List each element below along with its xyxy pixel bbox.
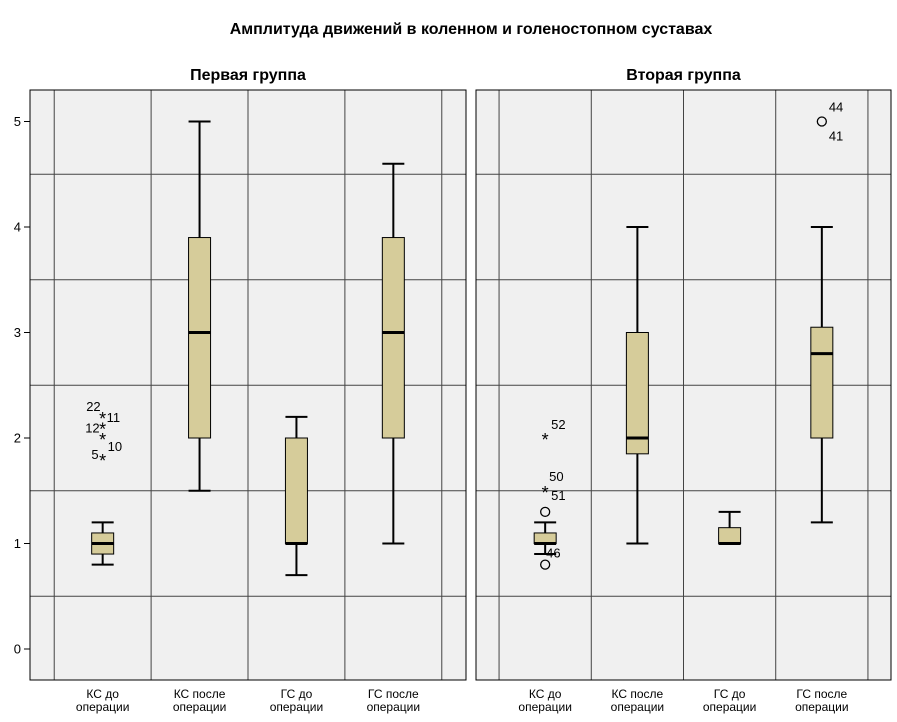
y-tick-label: 5 (14, 114, 21, 129)
outlier-label: 52 (551, 417, 565, 432)
outlier-extreme-marker: * (99, 430, 106, 450)
box-iqr (284, 437, 308, 544)
panel-title: Первая группа (190, 67, 306, 84)
category-label: КС после (612, 687, 664, 701)
outlier-label: 12 (85, 420, 99, 435)
box-iqr (810, 326, 834, 439)
outlier-label: 11 (107, 410, 121, 425)
category-label: операции (367, 700, 420, 714)
outlier-circle-marker (816, 116, 827, 127)
outlier-label: 41 (829, 129, 843, 144)
outlier-extreme-marker: * (99, 419, 106, 439)
outlier-label: 50 (549, 469, 563, 484)
y-tick-label: 3 (14, 325, 21, 340)
outlier-extreme-marker: * (99, 451, 106, 471)
outlier-label: 5 (91, 447, 98, 462)
outlier-label: 46 (546, 546, 560, 561)
box-iqr (381, 237, 405, 439)
category-label: КС до (86, 687, 119, 701)
category-label: ГС после (796, 687, 847, 701)
outlier-extreme-marker: * (99, 409, 106, 429)
outlier-label: 10 (108, 439, 122, 454)
box-iqr (188, 237, 212, 439)
category-label: ГС до (281, 687, 313, 701)
y-tick-label: 0 (14, 642, 21, 657)
category-label: операции (611, 700, 664, 714)
outlier-extreme-marker: * (542, 430, 549, 450)
category-label: операции (76, 700, 129, 714)
category-label: ГС до (714, 687, 746, 701)
chart-title: Амплитуда движений в коленном и голеност… (230, 21, 713, 38)
outlier-circle-marker (540, 506, 551, 518)
box-iqr (625, 332, 649, 455)
outlier-label: 44 (829, 100, 843, 115)
box-iqr (533, 532, 557, 545)
y-tick-label: 1 (14, 536, 21, 551)
box-iqr (718, 527, 742, 544)
panel-frame (29, 89, 467, 681)
category-label: операции (518, 700, 571, 714)
category-label: КС до (529, 687, 562, 701)
y-tick-label: 4 (14, 220, 21, 235)
category-label: КС после (174, 687, 226, 701)
category-label: операции (795, 700, 848, 714)
category-label: ГС после (368, 687, 419, 701)
y-tick-label: 2 (14, 431, 21, 446)
category-label: операции (703, 700, 756, 714)
outlier-label: 22 (86, 399, 100, 414)
panel-frame (475, 89, 892, 681)
category-label: операции (270, 700, 323, 714)
outlier-extreme-marker: * (542, 483, 549, 503)
panel-title: Вторая группа (626, 67, 741, 84)
category-label: операции (173, 700, 226, 714)
outlier-label: 51 (551, 488, 565, 503)
outlier-circle-marker (540, 559, 551, 570)
